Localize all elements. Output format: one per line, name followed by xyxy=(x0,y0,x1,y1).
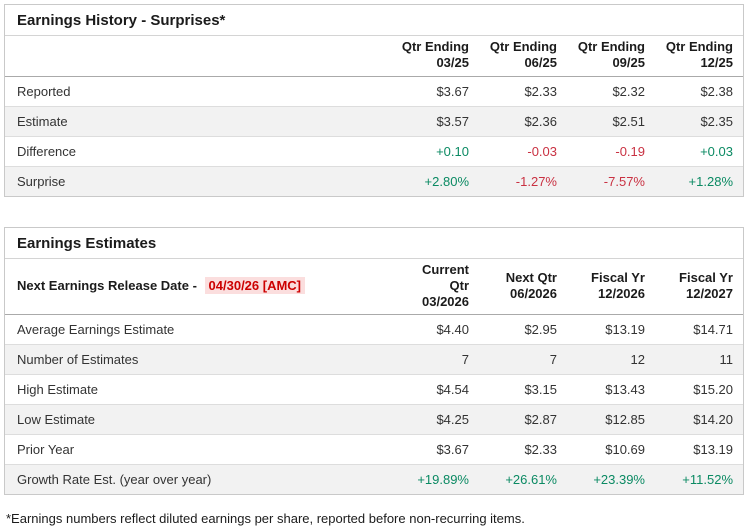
next-earnings-release-date-highlight: 04/30/26 [AMC] xyxy=(204,276,306,294)
row-label: Growth Rate Est. (year over year) xyxy=(5,464,391,495)
column-header-line2: 12/2027 xyxy=(686,285,733,301)
column-header-line1: Qtr Ending xyxy=(489,39,557,54)
table-row: Low Estimate $4.25 $2.87 $12.85 $14.20 xyxy=(5,404,743,435)
table-row: Growth Rate Est. (year over year) +19.89%… xyxy=(5,464,743,495)
column-header: Qtr Ending 09/25 xyxy=(567,36,655,77)
table-row: High Estimate $4.54 $3.15 $13.43 $15.20 xyxy=(5,374,743,405)
cell-value: $3.67 xyxy=(436,83,469,99)
cell-value: $2.33 xyxy=(479,434,567,465)
cell-value: -7.57% xyxy=(567,165,655,196)
cell-value: 12 xyxy=(567,344,655,375)
earnings-history-panel: Earnings History - Surprises* Qtr Ending… xyxy=(4,4,744,197)
cell-value: $2.95 xyxy=(524,322,557,338)
cell-value: $3.67 xyxy=(391,434,479,465)
row-label: Average Earnings Estimate xyxy=(17,322,175,338)
cell-value: $10.69 xyxy=(567,434,655,465)
row-label: Difference xyxy=(5,135,391,166)
column-header: Fiscal Yr 12/2026 xyxy=(567,258,655,316)
earnings-estimates-header-row: Next Earnings Release Date - 04/30/26 [A… xyxy=(5,258,743,316)
cell-value: 7 xyxy=(391,344,479,375)
cell-value: +26.61% xyxy=(479,464,567,495)
earnings-page: Earnings History - Surprises* Qtr Ending… xyxy=(4,4,744,526)
cell-value: $2.51 xyxy=(567,105,655,136)
next-earnings-release-cell: Next Earnings Release Date - 04/30/26 [A… xyxy=(5,258,391,316)
column-header-line1: Qtr Ending xyxy=(665,39,733,54)
cell-value: -0.03 xyxy=(479,135,567,166)
row-label: Surprise xyxy=(5,165,391,196)
cell-value: +11.52% xyxy=(655,464,743,495)
column-header: Qtr Ending 03/25 xyxy=(391,36,479,77)
column-header-line1: Qtr Ending xyxy=(577,39,645,54)
earnings-history-table: Qtr Ending 03/25 Qtr Ending 06/25 Qtr En… xyxy=(5,36,743,196)
next-earnings-release-label: Next Earnings Release Date - xyxy=(17,277,197,293)
cell-value: $2.33 xyxy=(524,83,557,99)
column-header-line2: 06/25 xyxy=(524,55,557,71)
column-header-line2: 12/25 xyxy=(700,55,733,71)
table-row: Estimate $3.57 $2.36 $2.51 $2.35 xyxy=(5,105,743,136)
cell-value: +1.28% xyxy=(655,165,743,196)
row-label: Prior Year xyxy=(5,434,391,465)
cell-value: $2.35 xyxy=(655,105,743,136)
column-header-line2: 03/25 xyxy=(436,55,469,71)
cell-value: -1.27% xyxy=(479,165,567,196)
cell-value: +19.89% xyxy=(391,464,479,495)
column-header-line1: Current Qtr xyxy=(422,261,469,293)
column-header-line2: 09/25 xyxy=(612,55,645,71)
table-row: Difference +0.10 -0.03 -0.19 +0.03 xyxy=(5,135,743,166)
column-header: Current Qtr 03/2026 xyxy=(391,258,479,316)
cell-value: +0.03 xyxy=(655,135,743,166)
table-row: Average Earnings Estimate $4.40 $2.95 $13.1… xyxy=(5,315,743,345)
cell-value: +2.80% xyxy=(391,165,479,196)
cell-value: $15.20 xyxy=(655,374,743,405)
table-row: Reported $3.67 $2.33 $2.32 $2.38 xyxy=(5,76,743,106)
cell-value: -0.19 xyxy=(567,135,655,166)
earnings-estimates-title: Earnings Estimates xyxy=(5,228,743,259)
row-label: Number of Estimates xyxy=(5,344,391,375)
cell-value: $2.87 xyxy=(479,404,567,435)
column-header-line1: Fiscal Yr xyxy=(591,269,645,285)
column-header-line1: Next Qtr xyxy=(505,269,557,285)
cell-value: $12.85 xyxy=(567,404,655,435)
column-header: Next Qtr 06/2026 xyxy=(479,258,567,316)
cell-value: $2.38 xyxy=(700,83,733,99)
row-label: Reported xyxy=(17,83,71,99)
earnings-history-header-row: Qtr Ending 03/25 Qtr Ending 06/25 Qtr En… xyxy=(5,36,743,77)
cell-value: $3.57 xyxy=(391,105,479,136)
row-label: Estimate xyxy=(5,105,391,136)
row-label: High Estimate xyxy=(5,374,391,405)
cell-value: $13.19 xyxy=(655,434,743,465)
table-row: Number of Estimates 7 7 12 11 xyxy=(5,344,743,375)
cell-value: 11 xyxy=(655,344,743,375)
column-header-line1: Qtr Ending xyxy=(401,39,469,54)
cell-value: $4.25 xyxy=(391,404,479,435)
cell-value: $13.19 xyxy=(605,322,645,338)
earnings-history-title: Earnings History - Surprises* xyxy=(5,5,743,36)
column-header-line2: 03/2026 xyxy=(422,294,469,309)
cell-value: $14.20 xyxy=(655,404,743,435)
cell-value: $2.32 xyxy=(612,83,645,99)
column-header-line2: 06/2026 xyxy=(510,285,557,301)
cell-value: $4.40 xyxy=(436,322,469,338)
cell-value: +0.10 xyxy=(391,135,479,166)
cell-value: $14.71 xyxy=(693,322,733,338)
column-header: Qtr Ending 06/25 xyxy=(479,36,567,77)
cell-value: $4.54 xyxy=(391,374,479,405)
cell-value: $2.36 xyxy=(479,105,567,136)
earnings-estimates-table: Next Earnings Release Date - 04/30/26 [A… xyxy=(5,258,743,495)
footnote: *Earnings numbers reflect diluted earnin… xyxy=(6,511,525,526)
column-header-line1: Fiscal Yr xyxy=(679,269,733,285)
column-header: Fiscal Yr 12/2027 xyxy=(655,258,743,316)
table-row: Prior Year $3.67 $2.33 $10.69 $13.19 xyxy=(5,434,743,465)
cell-value: +23.39% xyxy=(567,464,655,495)
cell-value: $3.15 xyxy=(479,374,567,405)
column-header-line2: 12/2026 xyxy=(598,285,645,301)
header-empty-cell xyxy=(5,36,391,77)
column-header: Qtr Ending 12/25 xyxy=(655,36,743,77)
cell-value: 7 xyxy=(479,344,567,375)
row-label: Low Estimate xyxy=(5,404,391,435)
table-row: Surprise +2.80% -1.27% -7.57% +1.28% xyxy=(5,165,743,196)
cell-value: $13.43 xyxy=(567,374,655,405)
earnings-estimates-panel: Earnings Estimates Next Earnings Release… xyxy=(4,226,744,496)
